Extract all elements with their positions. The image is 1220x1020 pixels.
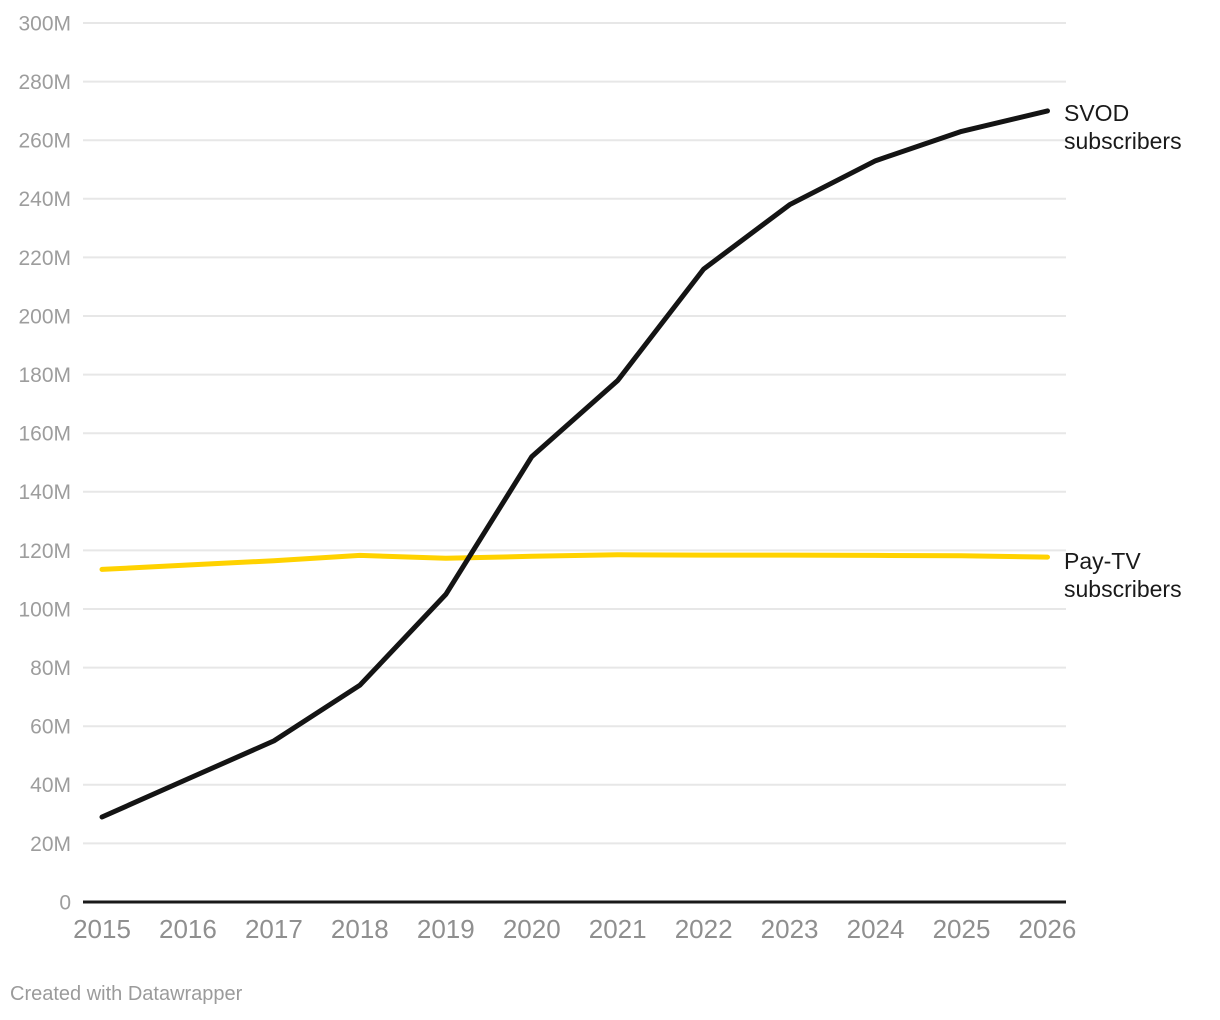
y-axis-tick-label: 200M bbox=[18, 305, 71, 328]
y-axis-tick-label: 240M bbox=[18, 188, 71, 211]
y-axis-tick-label: 260M bbox=[18, 130, 71, 153]
x-axis-tick-label: 2022 bbox=[675, 914, 733, 944]
x-axis-tick-label: 2026 bbox=[1019, 914, 1077, 944]
y-axis-tick-label: 20M bbox=[30, 833, 71, 856]
y-axis-tick-label: 40M bbox=[30, 774, 71, 797]
y-axis-tick-label: 100M bbox=[18, 598, 71, 621]
paytv-series-label: Pay-TV subscribers bbox=[1064, 548, 1182, 602]
x-axis-tick-label: 2025 bbox=[933, 914, 991, 944]
svod-line bbox=[99, 108, 1050, 820]
y-axis-tick-label: 80M bbox=[30, 657, 71, 680]
y-axis-tick-labels: 0 20M 40M 60M 80M 100M 120M 140M 160M 180M 200M 220… bbox=[18, 12, 71, 914]
y-axis-tick-label: 160M bbox=[18, 423, 71, 446]
y-axis-tick-label: 0 bbox=[59, 891, 71, 914]
y-axis-tick-label: 60M bbox=[30, 716, 71, 739]
data-series bbox=[99, 108, 1050, 820]
x-axis-tick-label: 2023 bbox=[761, 914, 819, 944]
x-axis-tick-label: 2019 bbox=[417, 914, 475, 944]
gridlines bbox=[83, 22, 1066, 845]
x-axis-tick-label: 2024 bbox=[847, 914, 905, 944]
x-axis-tick-labels: 2015 2016 2017 2018 2019 2020 2021 2022 2023 2024… bbox=[73, 914, 1076, 944]
x-axis-tick-label: 2018 bbox=[331, 914, 389, 944]
paytv-line bbox=[99, 552, 1050, 572]
x-axis-tick-label: 2021 bbox=[589, 914, 647, 944]
x-axis-tick-label: 2017 bbox=[245, 914, 303, 944]
y-axis-tick-label: 140M bbox=[18, 481, 71, 504]
x-axis-tick-label: 2016 bbox=[159, 914, 217, 944]
y-axis-tick-label: 180M bbox=[18, 364, 71, 387]
y-axis-tick-label: 280M bbox=[18, 71, 71, 94]
credit-footer: Created with Datawrapper bbox=[10, 983, 243, 1005]
y-axis-tick-label: 300M bbox=[18, 12, 71, 35]
svod-series-label: SVOD subscribers bbox=[1064, 100, 1182, 154]
y-axis-tick-label: 220M bbox=[18, 247, 71, 270]
x-axis-tick-label: 2020 bbox=[503, 914, 561, 944]
x-axis-tick-label: 2015 bbox=[73, 914, 131, 944]
y-axis-tick-label: 120M bbox=[18, 540, 71, 563]
